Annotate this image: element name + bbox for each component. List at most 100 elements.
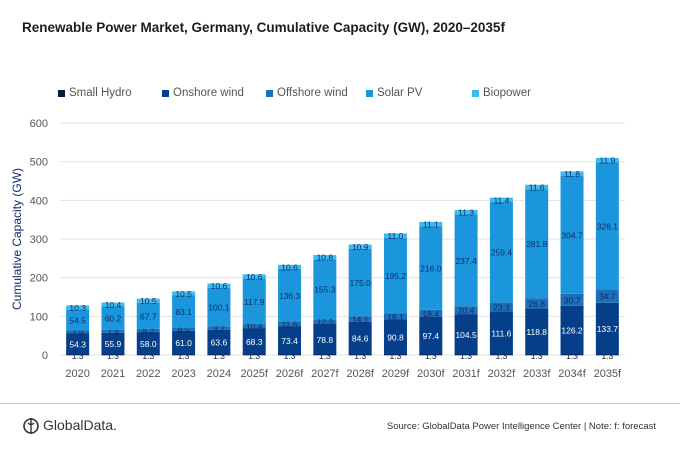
chart-title: Renewable Power Market, Germany, Cumulat…: [22, 20, 505, 35]
bar-segment-solar-pv: [278, 268, 302, 322]
x-tick-label: 2023: [171, 368, 195, 380]
bar-segment-onshore-wind: [348, 321, 372, 355]
bar-segment-offshore-wind: [525, 298, 549, 309]
x-tick-label: 2033f: [523, 368, 551, 380]
data-label: 23.3: [493, 302, 510, 312]
data-label: 73.4: [281, 336, 298, 346]
data-label: 97.4: [423, 331, 440, 341]
x-tick-label: 2034f: [558, 368, 586, 380]
legend-item: Biopower: [472, 87, 531, 99]
bar-segment-onshore-wind: [172, 330, 196, 355]
bar-segment-solar-pv: [66, 309, 90, 331]
bar-segment-onshore-wind: [383, 319, 407, 355]
x-tick-label: 2035f: [594, 368, 622, 380]
bar-segment-offshore-wind: [560, 293, 584, 306]
bar-segment-offshore-wind: [66, 330, 90, 334]
x-tick-label: 2021: [101, 368, 125, 380]
bar-segment-offshore-wind: [101, 329, 125, 333]
bar-segment-biopower: [313, 255, 337, 260]
bar-segment-small-hydro: [595, 354, 619, 356]
bar-segment-onshore-wind: [313, 324, 337, 355]
data-label: 11.0: [388, 231, 404, 241]
bar-segment-onshore-wind: [242, 328, 266, 355]
legend-swatch: [266, 89, 273, 97]
bar-segment-small-hydro: [313, 354, 337, 356]
bar-segment-small-hydro: [419, 354, 443, 356]
data-label: 117.9: [244, 297, 265, 307]
bar-segment-solar-pv: [242, 278, 266, 325]
bar-segment-biopower: [278, 264, 302, 269]
bar-segment-offshore-wind: [207, 326, 231, 330]
bar-segment-solar-pv: [348, 248, 372, 317]
bar-segment-solar-pv: [489, 202, 513, 303]
data-label: 20.4: [458, 306, 475, 316]
bar-segment-small-hydro: [172, 354, 196, 356]
y-tick-label: 0: [42, 350, 48, 362]
bar-segment-offshore-wind: [313, 319, 337, 325]
data-label: 1.3: [460, 351, 472, 361]
legend-label: Biopower: [483, 87, 531, 99]
bar-segment-small-hydro: [454, 354, 478, 356]
data-label: 61.0: [175, 338, 192, 348]
bar-segment-offshore-wind: [419, 309, 443, 317]
data-label: 10.5: [140, 296, 157, 306]
x-tick-label: 2026f: [276, 368, 304, 380]
data-label: 1.3: [354, 351, 366, 361]
bar-segment-small-hydro: [348, 354, 372, 356]
data-label: 54.3: [69, 339, 86, 349]
data-label: 11.4: [493, 195, 509, 205]
bar-segment-onshore-wind: [207, 329, 231, 355]
data-label: 111.6: [491, 328, 511, 338]
bar-segment-offshore-wind: [242, 324, 266, 329]
data-label: 1.3: [213, 351, 225, 361]
data-label: 10.4: [105, 300, 122, 310]
data-label: 1.3: [284, 351, 296, 361]
data-label: 1.3: [601, 351, 613, 361]
data-label: 10.6: [246, 272, 263, 282]
data-label: 11.8: [564, 169, 580, 179]
bar-segment-offshore-wind: [348, 316, 372, 322]
data-label: 11.1: [423, 220, 439, 230]
y-tick-label: 100: [30, 311, 48, 323]
data-label: 60.2: [105, 314, 122, 324]
legend-label: Offshore wind: [277, 87, 348, 99]
data-label: 259.4: [491, 248, 513, 258]
bar-segment-onshore-wind: [101, 332, 125, 355]
data-label: 1.3: [178, 351, 190, 361]
data-label: 11.3: [458, 208, 474, 218]
bar-segment-solar-pv: [454, 214, 478, 307]
bar-segment-small-hydro: [207, 354, 231, 356]
data-label: 55.9: [105, 339, 122, 349]
y-tick-label: 500: [30, 157, 48, 169]
globaldata-logo: GlobalData.: [22, 415, 117, 435]
bar-segment-biopower: [419, 221, 443, 227]
data-label: 83.1: [175, 307, 192, 317]
data-label: 7.9: [107, 327, 119, 337]
legend-swatch: [58, 89, 65, 97]
data-label: 133.7: [597, 324, 619, 334]
bar-segment-offshore-wind: [383, 313, 407, 320]
data-label: 11.6: [282, 319, 298, 329]
bar-segment-biopower: [66, 305, 90, 310]
x-tick-label: 2027f: [311, 368, 339, 380]
data-label: 14.1: [352, 315, 369, 325]
bar-segment-biopower: [454, 210, 478, 215]
bar-segment-biopower: [348, 244, 372, 249]
chart-svg: 0 100 200 300 400 500 600 Cumulative Capacity (…: [10, 118, 625, 380]
data-label: 1.3: [390, 351, 402, 361]
data-label: 8.5: [178, 325, 190, 335]
bar-segment-onshore-wind: [454, 314, 478, 355]
data-label: 175.0: [350, 278, 372, 288]
data-label: 328.1: [597, 221, 619, 231]
data-label: 78.8: [317, 335, 334, 345]
bar-segment-solar-pv: [595, 162, 619, 290]
bar-segment-solar-pv: [101, 306, 125, 330]
x-tick-label: 2030f: [417, 368, 445, 380]
data-label: 1.3: [425, 351, 437, 361]
bar-segment-biopower: [383, 233, 407, 238]
legend: Small Hydro Onshore wind Offshore wind Sola…: [0, 87, 680, 103]
y-tick-label: 400: [30, 195, 48, 207]
bar-segment-solar-pv: [172, 295, 196, 328]
y-tick-label: 600: [30, 118, 48, 130]
